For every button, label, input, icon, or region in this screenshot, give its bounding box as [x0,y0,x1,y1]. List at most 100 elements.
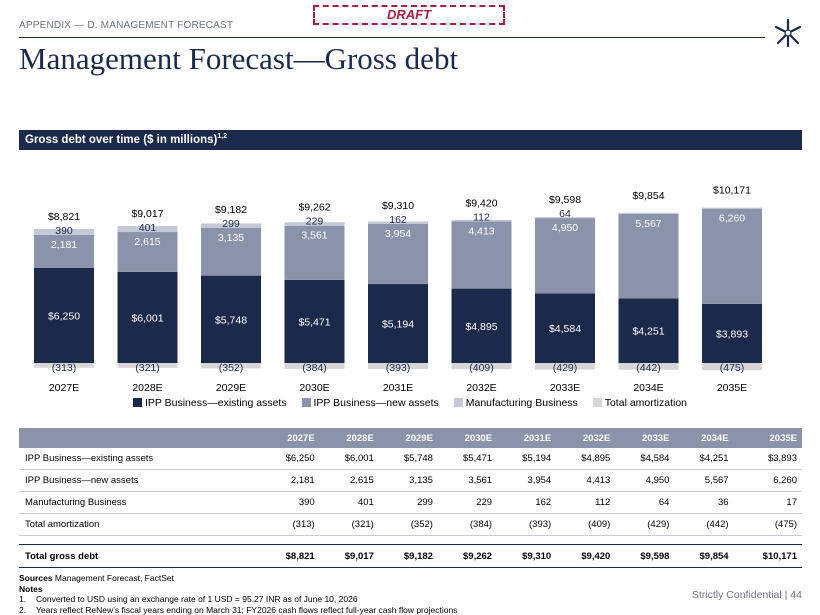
data-label-manufacturing: 401 [139,222,157,234]
table-cell: 3,135 [378,469,438,492]
data-label-existing: $6,250 [48,311,80,323]
data-label-new-assets: 5,567 [635,218,661,230]
bar-segment-amortization [201,363,261,369]
note-2: 2. Years reflect ReNew’s fiscal years end… [19,605,457,615]
table-cell: (352) [378,513,438,536]
table-cell: 299 [378,491,438,514]
bar-segment-amortization [117,363,178,368]
note-number: 1. [19,594,27,604]
data-label-new-assets: 4,950 [552,222,578,234]
section-title-text: Gross debt over time ($ in millions) [25,133,218,146]
section-title-footnote: 1,2 [217,133,228,140]
table-cell: $6,250 [260,448,320,470]
table-cell: 401 [319,491,379,514]
table-total-row: Total gross debt $8,821 $9,017 $9,182 $9,262… [19,544,802,568]
table-cell: 4,413 [556,469,616,492]
data-label-total: $10,171 [713,185,751,197]
table-row: IPP Business—existing assets $6,250 $6,001… [19,448,802,470]
x-tick-label: 2031E [383,382,413,394]
table-cell: $9,854 [674,544,734,568]
legend-swatch-existing [132,398,142,407]
table-cell: 2,181 [260,469,320,492]
table-cell: $3,893 [733,448,802,470]
data-label-manufacturing: 162 [389,214,407,226]
table-cell: (429) [615,513,675,536]
data-label-existing: $5,194 [382,319,414,331]
x-tick-label: 2030E [299,382,329,394]
table-cell: $9,420 [556,544,616,568]
data-label-manufacturing: 229 [306,216,324,228]
data-label-existing: $4,251 [632,326,664,338]
bar-segment-manufacturing [117,225,178,233]
data-label-total: $8,821 [48,211,80,223]
bar-segment-amortization [284,363,345,369]
table-header-cell: 2029E [378,428,438,448]
data-label-existing: $4,895 [465,321,497,333]
table-cell: (321) [319,513,379,536]
data-label-new-assets: 2,615 [134,236,160,248]
gross-debt-chart: $6,250 2,181 390 (313) $8,821 2027E $6,001 2,61… [34,185,762,394]
data-label-total: $9,182 [215,204,247,216]
bar-segment-amortization [702,363,762,371]
table-cell: (313) [260,513,320,536]
data-label-new-assets: 3,954 [385,228,411,240]
header-rule [19,37,765,38]
bar-segment-new-assets [368,223,428,285]
bar-segment-manufacturing [201,223,261,228]
legend-swatch-new-assets [301,398,311,407]
table-cell: $4,584 [615,448,675,470]
footer-notes: Sources Management Forecast, FactSet Not… [19,573,457,615]
data-label-new-assets: 2,181 [51,239,77,251]
data-label-total: $9,310 [382,200,414,212]
data-label-manufacturing: 64 [559,208,571,220]
data-label-total: $9,420 [465,198,497,210]
bar-segment-existing [535,293,595,363]
data-label-total: $9,598 [549,194,581,206]
table-cell: 162 [497,491,557,514]
confidential-page-number: Strictly Confidential | 44 [691,589,802,601]
bar-segment-new-assets [535,218,595,294]
table-header-cell: 2030E [437,428,498,448]
legend-swatch-manufacturing [453,398,463,407]
legend-label-existing: IPP Business—existing assets [144,397,287,409]
table-cell: $9,017 [319,544,379,568]
table-header-cell [19,428,261,448]
bar-segment-new-assets [702,208,762,304]
table-row: IPP Business—new assets 2,181 2,615 3,135 3,… [19,469,802,492]
bar-segment-new-assets [117,232,178,272]
table-cell: (475) [733,513,802,536]
table-cell: $9,310 [497,544,557,568]
bar-segment-manufacturing [702,207,762,209]
bar-segment-manufacturing [618,212,679,214]
table-cell: $9,598 [615,544,675,568]
legend-item-existing: IPP Business—existing assets [132,397,287,409]
data-label-amortization: (409) [469,362,494,374]
bar-segment-existing [451,288,512,363]
bar-segment-new-assets [618,213,679,299]
legend-item-manufacturing: Manufacturing Business [453,397,578,409]
table-cell: Total gross debt [19,544,261,568]
data-label-new-assets: 3,135 [218,232,244,244]
data-label-amortization: (429) [553,362,578,374]
bar-segment-existing [117,271,178,363]
note-number: 2. [19,604,27,615]
bar-segment-amortization [368,363,428,369]
bar-segment-amortization [34,363,94,368]
data-label-existing: $5,748 [215,314,247,326]
legend-swatch-amortization [592,398,602,407]
data-label-existing: $6,001 [131,312,163,324]
note-1: 1. Converted to USD using an exchange rat… [19,594,457,605]
bar-segment-existing [201,275,261,363]
table-cell: 5,567 [674,469,734,492]
bar-segment-existing [284,279,345,363]
table-cell: $9,182 [378,544,438,568]
data-label-existing: $3,893 [716,328,748,340]
data-label-amortization: (384) [302,362,327,374]
table-cell: 36 [674,491,734,514]
data-label-new-assets: 6,260 [719,213,745,225]
table-cell: $4,251 [674,448,734,470]
table-row: Manufacturing Business 390 401 299 229 162 112… [19,491,802,514]
table-header-cell: 2033E [615,428,675,448]
table-spacer-cell [19,535,802,545]
note-text: Years reflect ReNew’s fiscal years endin… [36,604,458,615]
